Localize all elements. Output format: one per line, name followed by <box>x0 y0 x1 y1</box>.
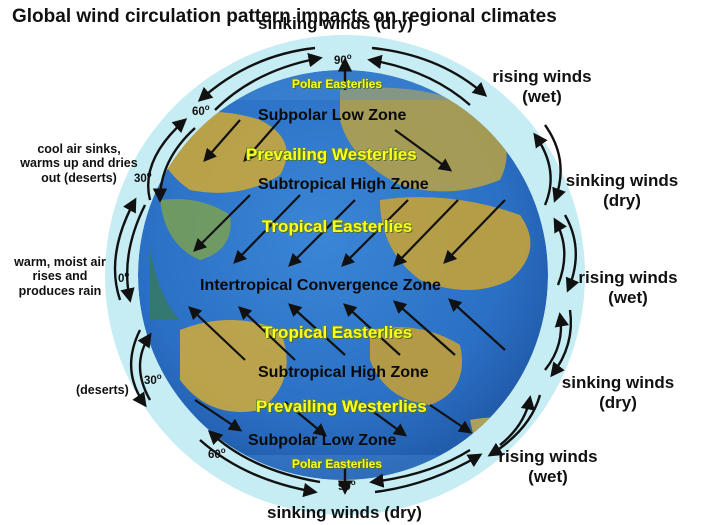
label-sinking-4: sinking winds (dry) <box>561 373 675 412</box>
wind-tropical-easterlies-north: Tropical Easterlies <box>262 217 413 236</box>
label-rising-1: rising winds (wet) <box>492 67 592 106</box>
lat-0-value: 0 <box>118 272 125 285</box>
south-wind-arrows <box>188 298 506 437</box>
note-cool-air-sinks: cool air sinks, warms up and dries out (… <box>20 142 138 185</box>
lat-90-top: 90o <box>334 52 352 68</box>
wind-prevailing-westerlies-north: Prevailing Westerlies <box>246 145 417 164</box>
degree-symbol: o <box>146 170 152 179</box>
label-bottom-sinking: sinking winds (dry) <box>267 503 422 522</box>
degree-symbol: o <box>124 270 130 279</box>
diagram-title: Global wind circulation pattern impacts … <box>12 6 557 27</box>
label-top-sinking: sinking winds (dry) <box>258 14 413 33</box>
lat-30-south: 30o <box>144 372 162 388</box>
zone-subpolar-low-north: Subpolar Low Zone <box>258 107 407 124</box>
degree-symbol: o <box>156 372 162 381</box>
degree-symbol: o <box>204 103 210 112</box>
lat-60-south: 60o <box>208 446 226 462</box>
zone-subtropical-high-north: Subtropical High Zone <box>258 176 429 193</box>
degree-symbol: o <box>220 446 226 455</box>
lat-0: 0o <box>118 270 129 286</box>
lat-90-bottom: 90o <box>338 478 356 494</box>
wind-polar-easterlies-south: Polar Easterlies <box>292 457 383 471</box>
zone-subpolar-low-south: Subpolar Low Zone <box>248 432 397 449</box>
note-warm-air-rises: warm, moist air rises and produces rain <box>14 255 106 298</box>
wind-prevailing-westerlies-south: Prevailing Westerlies <box>256 397 427 416</box>
degree-symbol: o <box>350 478 356 487</box>
zone-subtropical-high-south: Subtropical High Zone <box>258 364 429 381</box>
degree-symbol: o <box>346 52 352 61</box>
zone-itcz: Intertropical Convergence Zone <box>200 277 441 294</box>
label-sinking-2: sinking winds (dry) <box>565 171 679 210</box>
wind-tropical-easterlies-south: Tropical Easterlies <box>262 323 413 342</box>
lat-30-north: 30o <box>134 170 152 186</box>
lat-30-north-value: 30 <box>134 172 147 185</box>
lat-60-north: 60o <box>192 103 210 119</box>
lat-90-bottom-value: 90 <box>338 480 351 493</box>
label-rising-5: rising winds (wet) <box>498 447 598 486</box>
label-rising-3: rising winds (wet) <box>578 268 678 307</box>
lat-60-south-value: 60 <box>208 448 221 461</box>
circulation-cells <box>113 46 580 498</box>
lat-60-north-value: 60 <box>192 105 205 118</box>
note-deserts: (deserts) <box>76 383 129 397</box>
lat-30-south-value: 30 <box>144 374 157 387</box>
lat-90-top-value: 90 <box>334 54 347 67</box>
north-wind-arrows <box>193 119 506 267</box>
wind-polar-easterlies-north: Polar Easterlies <box>292 77 383 91</box>
